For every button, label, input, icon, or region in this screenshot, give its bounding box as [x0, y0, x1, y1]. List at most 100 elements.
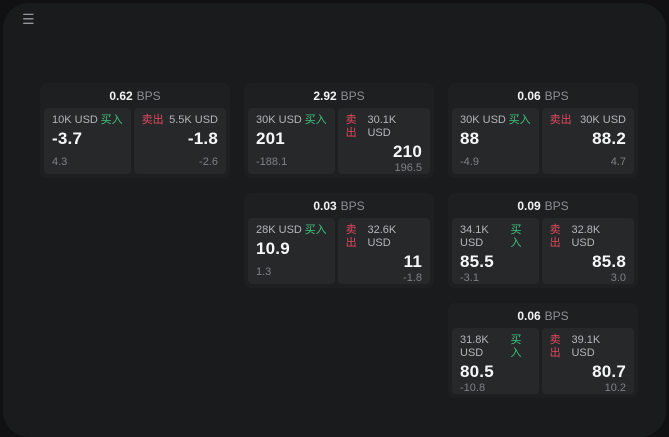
sell-price: 88.2 [592, 129, 626, 148]
sell-tile-header: 卖出 39.1K USD [550, 334, 626, 360]
buy-tile[interactable]: 28K USD 买入 10.9 1.3 [248, 218, 335, 284]
quote-card: 2.92 BPS 30K USD 买入 201 -188.1 卖出 30.1K … [244, 83, 434, 178]
app-panel: ☰ 0.62 BPS 10K USD 买入 -3.7 4.3 卖出 5.5K U… [3, 3, 666, 437]
sell-tile-header: 卖出 30.1K USD [346, 114, 422, 140]
sell-sub-value: 3.0 [610, 272, 626, 284]
buy-tile-header: 34.1K USD 买入 [460, 224, 531, 250]
menu-icon[interactable]: ☰ [22, 11, 35, 27]
sell-side-label: 卖出 [141, 114, 164, 126]
buy-sub-value: -188.1 [256, 156, 288, 168]
quote-card: 0.06 BPS 30K USD 买入 88 -4.9 卖出 30K USD 8… [448, 83, 638, 178]
buy-size: 30K USD [256, 114, 302, 126]
sell-sub-value: 10.2 [604, 382, 626, 394]
buy-price: -3.7 [52, 129, 83, 148]
sell-size: 30.1K USD [367, 114, 397, 139]
bps-header: 0.62 BPS [40, 83, 230, 108]
sell-price: 80.7 [592, 362, 626, 381]
sell-tile[interactable]: 卖出 5.5K USD -1.8 -2.6 [133, 108, 226, 174]
buy-side-label: 买入 [508, 114, 531, 126]
sell-price: 11 [403, 252, 422, 271]
buy-sub-value: 1.3 [256, 266, 272, 278]
buy-tile-header: 28K USD 买入 [256, 224, 327, 237]
buy-tile[interactable]: 30K USD 买入 201 -188.1 [248, 108, 335, 174]
buy-size: 34.1K USD [460, 224, 489, 249]
sell-side-label: 卖出 [549, 334, 561, 359]
buy-tile[interactable]: 10K USD 买入 -3.7 4.3 [44, 108, 131, 174]
buy-side-label: 买入 [304, 224, 327, 236]
sell-tile[interactable]: 卖出 30.1K USD 210 196.5 [337, 108, 430, 174]
bps-unit: BPS [340, 88, 365, 103]
buy-tile-header: 30K USD 买入 [256, 114, 327, 127]
buy-sub-value: 4.3 [52, 156, 68, 168]
buy-tile-header: 10K USD 买入 [52, 114, 123, 127]
buy-size: 10K USD [52, 114, 98, 126]
bps-header: 0.06 BPS [448, 303, 638, 328]
card-body: 10K USD 买入 -3.7 4.3 卖出 5.5K USD -1.8 -2.… [40, 108, 230, 178]
sell-tile-header: 卖出 32.6K USD [346, 224, 422, 250]
sell-sub-value: -2.6 [199, 156, 218, 168]
buy-sub-value: -3.1 [460, 272, 479, 284]
card-body: 28K USD 买入 10.9 1.3 卖出 32.6K USD 11 -1.8 [244, 218, 434, 288]
bps-header: 2.92 BPS [244, 83, 434, 108]
buy-sub-value: -10.8 [460, 382, 486, 394]
bps-header: 0.06 BPS [448, 83, 638, 108]
buy-tile-header: 31.8K USD 买入 [460, 334, 531, 360]
buy-tile-header: 30K USD 买入 [460, 114, 531, 127]
buy-price: 201 [256, 129, 285, 148]
buy-side-label: 买入 [510, 334, 522, 359]
bps-value: 0.06 [517, 308, 541, 323]
bps-unit: BPS [340, 198, 365, 213]
buy-side-label: 买入 [100, 114, 123, 126]
bps-unit: BPS [136, 88, 161, 103]
sell-side-label: 卖出 [345, 114, 357, 139]
sell-tile-header: 卖出 30K USD [550, 114, 626, 127]
card-body: 30K USD 买入 88 -4.9 卖出 30K USD 88.2 4.7 [448, 108, 638, 178]
sell-tile[interactable]: 卖出 32.6K USD 11 -1.8 [337, 218, 430, 284]
quote-card: 0.06 BPS 31.8K USD 买入 80.5 -10.8 卖出 39.1… [448, 303, 638, 398]
bps-value: 0.62 [109, 88, 133, 103]
sell-sub-value: 196.5 [394, 162, 422, 174]
bps-header: 0.09 BPS [448, 193, 638, 218]
sell-side-label: 卖出 [345, 224, 357, 249]
quote-card: 0.09 BPS 34.1K USD 买入 85.5 -3.1 卖出 32.8K… [448, 193, 638, 288]
sell-side-label: 卖出 [549, 224, 561, 249]
bps-header: 0.03 BPS [244, 193, 434, 218]
sell-tile-header: 卖出 32.8K USD [550, 224, 626, 250]
sell-price: 85.8 [592, 252, 626, 271]
sell-tile[interactable]: 卖出 32.8K USD 85.8 3.0 [541, 218, 634, 284]
sell-price: -1.8 [187, 129, 218, 148]
buy-tile[interactable]: 34.1K USD 买入 85.5 -3.1 [452, 218, 539, 284]
sell-size: 30K USD [580, 114, 626, 126]
sell-sub-value: -1.8 [403, 272, 422, 284]
buy-price: 80.5 [460, 362, 494, 381]
buy-price: 85.5 [460, 252, 494, 271]
sell-sub-value: 4.7 [610, 156, 626, 168]
buy-tile[interactable]: 30K USD 买入 88 -4.9 [452, 108, 539, 174]
bps-value: 0.06 [517, 88, 541, 103]
card-body: 31.8K USD 买入 80.5 -10.8 卖出 39.1K USD 80.… [448, 328, 638, 398]
card-body: 30K USD 买入 201 -188.1 卖出 30.1K USD 210 1… [244, 108, 434, 178]
sell-size: 32.8K USD [571, 224, 601, 249]
buy-sub-value: -4.9 [460, 156, 479, 168]
buy-side-label: 买入 [304, 114, 327, 126]
sell-side-label: 卖出 [549, 114, 572, 126]
sell-tile[interactable]: 卖出 30K USD 88.2 4.7 [541, 108, 634, 174]
bps-unit: BPS [544, 88, 569, 103]
bps-value: 0.03 [313, 198, 337, 213]
bps-unit: BPS [544, 198, 569, 213]
sell-tile-header: 卖出 5.5K USD [142, 114, 218, 127]
quote-card: 0.03 BPS 28K USD 买入 10.9 1.3 卖出 32.6K US… [244, 193, 434, 288]
sell-tile[interactable]: 卖出 39.1K USD 80.7 10.2 [541, 328, 634, 394]
buy-tile[interactable]: 31.8K USD 买入 80.5 -10.8 [452, 328, 539, 394]
bps-unit: BPS [544, 308, 569, 323]
sell-size: 5.5K USD [169, 114, 218, 126]
bps-value: 0.09 [517, 198, 541, 213]
buy-price: 10.9 [256, 239, 290, 258]
buy-size: 30K USD [460, 114, 506, 126]
quote-card: 0.62 BPS 10K USD 买入 -3.7 4.3 卖出 5.5K USD… [40, 83, 230, 178]
sell-price: 210 [393, 142, 422, 161]
buy-size: 28K USD [256, 224, 302, 236]
card-body: 34.1K USD 买入 85.5 -3.1 卖出 32.8K USD 85.8… [448, 218, 638, 288]
buy-side-label: 买入 [510, 224, 522, 249]
sell-size: 32.6K USD [367, 224, 397, 249]
